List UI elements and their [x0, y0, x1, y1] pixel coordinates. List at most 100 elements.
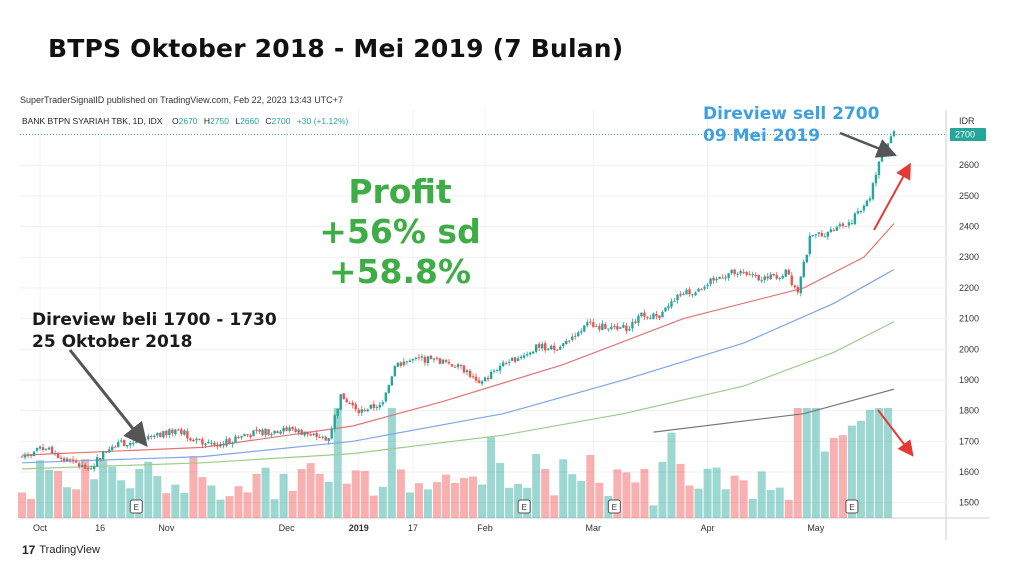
candle-body — [402, 361, 406, 366]
volume-bar — [874, 408, 883, 518]
candle-body — [429, 355, 433, 359]
volume-bar — [496, 462, 505, 518]
tradingview-logo[interactable]: 17 TradingView — [22, 543, 100, 557]
candle-body — [676, 294, 679, 301]
candle-body — [135, 441, 138, 443]
legend-c-label: C — [265, 116, 271, 126]
candle-body — [874, 174, 878, 184]
volume-bar — [387, 408, 396, 518]
legend-ohlc: O2670 H2750 L2660 C2700 +30 (+1.12%) — [172, 116, 349, 126]
candle-body — [691, 294, 694, 296]
candle-body — [327, 438, 330, 441]
candle-body — [865, 200, 869, 207]
candle-body — [35, 447, 39, 451]
candle-body — [207, 442, 210, 444]
candle-body — [273, 430, 276, 434]
candle-body — [38, 446, 42, 449]
volume-bar — [45, 470, 54, 518]
volume-bars — [18, 408, 892, 518]
candle-body — [835, 226, 839, 231]
volume-bar — [333, 408, 342, 518]
candle-body — [104, 451, 108, 453]
volume-bar — [405, 492, 414, 518]
volume-bar — [450, 482, 459, 518]
volume-bar — [162, 493, 171, 518]
volume-bar — [667, 432, 676, 518]
candle-body — [171, 429, 174, 434]
volume-bar — [117, 480, 126, 518]
volume-bar — [550, 495, 559, 518]
candle-body — [312, 433, 315, 435]
candle-body — [195, 438, 198, 441]
volume-bar — [478, 484, 487, 518]
volume-bar — [18, 492, 26, 518]
candle-body — [219, 444, 222, 447]
candle-body — [583, 325, 586, 332]
candle-body — [426, 356, 430, 364]
candle-body — [817, 232, 821, 234]
price-tick-label: 2500 — [959, 191, 979, 201]
candle-body — [261, 429, 264, 436]
candle-body — [120, 440, 123, 442]
tradingview-logo-icon: 17 — [22, 543, 36, 557]
candle-body — [132, 442, 135, 444]
candle-body — [336, 408, 339, 416]
volume-bar — [757, 471, 766, 518]
volume-bar — [658, 461, 667, 518]
volume-bar — [685, 485, 694, 518]
candle-body — [829, 229, 833, 233]
candle-body — [111, 446, 114, 451]
legend-o: 2670 — [179, 116, 198, 126]
candle-body — [775, 275, 778, 279]
price-tick-label: 1800 — [959, 406, 979, 416]
moving-average-line — [653, 388, 895, 433]
candle-body — [640, 312, 643, 317]
candle-body — [510, 357, 514, 361]
price-tick-label: 2400 — [959, 222, 979, 232]
candle-body — [679, 294, 682, 296]
volume-bar — [811, 408, 820, 518]
candle-body — [540, 343, 544, 349]
candle-body — [856, 211, 860, 214]
candle-body — [306, 431, 309, 435]
candle-body — [544, 343, 547, 351]
price-tick-label: 1500 — [959, 498, 979, 508]
legend-symbol: BANK BTPN SYARIAH TBK, 1D, IDX — [22, 116, 163, 126]
candle-body — [468, 370, 472, 377]
tradingview-brand: TradingView — [39, 544, 100, 556]
time-tick-label: Apr — [701, 523, 715, 533]
candle-body — [153, 435, 156, 438]
candle-body — [501, 362, 505, 367]
last-price-value: 2700 — [955, 130, 975, 140]
price-tick-label: 1900 — [959, 375, 979, 385]
volume-bar — [730, 475, 739, 518]
candle-body — [147, 436, 150, 440]
candle-body — [787, 269, 790, 275]
legend-l: 2660 — [240, 116, 259, 126]
candle-body — [480, 381, 484, 384]
candle-body — [32, 451, 36, 457]
price-tick-label: 1700 — [959, 436, 979, 446]
volume-bar — [739, 480, 748, 518]
moving-average-line — [21, 321, 895, 470]
volume-bar — [108, 466, 117, 518]
candle-body — [453, 366, 457, 368]
candle-body — [847, 222, 851, 226]
candle-body — [213, 442, 216, 445]
candle-body — [360, 409, 363, 413]
candle-body — [802, 261, 805, 278]
candle-body — [757, 274, 760, 281]
candle-body — [351, 402, 354, 406]
volume-bar — [297, 469, 306, 518]
candle-body — [814, 234, 818, 236]
volume-bar — [613, 469, 622, 518]
candle-body — [559, 346, 562, 350]
candle-body — [492, 370, 496, 372]
candle-body — [595, 326, 598, 328]
volume-bar — [432, 482, 441, 518]
candle-body — [438, 358, 442, 364]
candle-body — [411, 359, 415, 361]
candle-body — [715, 278, 718, 281]
